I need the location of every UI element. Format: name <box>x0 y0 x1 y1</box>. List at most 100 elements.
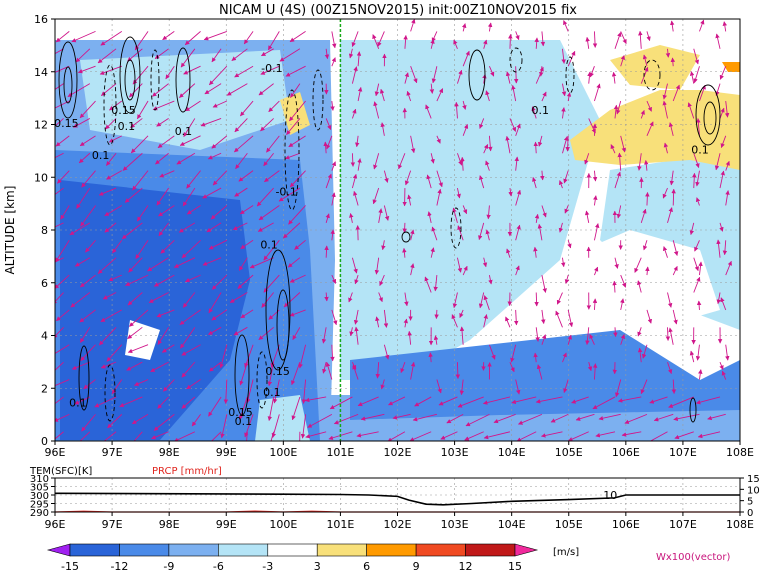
wind-vector <box>234 135 254 153</box>
wind-vector <box>290 361 301 386</box>
wind-vector <box>592 396 616 410</box>
wind-vector <box>719 66 727 80</box>
wind-vector <box>100 31 123 46</box>
wind-vector <box>613 104 619 119</box>
contour-positive <box>124 59 136 101</box>
wind-vector <box>406 90 412 102</box>
wind-vector <box>592 31 598 48</box>
wind-vector <box>511 84 517 102</box>
wind-vector <box>234 187 248 197</box>
contour-positive <box>703 101 717 135</box>
contour-label: 0.1 <box>175 125 193 138</box>
wind-vector <box>246 379 254 404</box>
wind-vector <box>689 350 695 363</box>
y-tick-label: 0 <box>41 435 48 448</box>
wind-vector <box>515 265 520 276</box>
wind-vector <box>321 327 327 344</box>
wind-vector <box>719 170 725 189</box>
wind-vector <box>157 327 169 345</box>
wind-vector <box>593 195 598 206</box>
wind-vector <box>403 318 408 328</box>
x-tick-label: 97E <box>102 446 123 459</box>
contour-positive <box>401 231 411 243</box>
wind-vector <box>322 362 327 374</box>
wind-vector <box>74 396 91 405</box>
wind-vector <box>541 275 547 293</box>
wind-vector <box>456 187 461 199</box>
surface-y-tick-label-left: 295 <box>30 500 49 511</box>
x-tick-label: 96E <box>45 446 66 459</box>
wind-vector <box>534 213 540 223</box>
wind-vector <box>487 22 493 32</box>
wind-vector <box>75 431 91 441</box>
wind-vector <box>433 275 438 292</box>
wind-vector <box>55 31 70 43</box>
wind-vector <box>258 83 274 96</box>
wind-vector <box>410 66 418 84</box>
wind-vector <box>183 118 196 137</box>
wind-vector <box>257 222 274 232</box>
wind-vector <box>508 33 513 49</box>
wind-vector <box>60 205 70 220</box>
wind-vector <box>662 100 668 119</box>
wind-vector <box>351 66 358 84</box>
wind-vector <box>414 396 432 407</box>
wind-vector <box>380 379 385 390</box>
wind-vector <box>325 173 332 189</box>
wind-vector <box>511 396 537 405</box>
wind-vector <box>240 239 254 250</box>
wind-vector <box>108 274 122 282</box>
wind-vector <box>208 396 222 417</box>
wind-vector <box>378 292 383 303</box>
wind-vector <box>698 261 703 276</box>
y-tick-label: 6 <box>41 277 48 290</box>
wind-vector <box>291 396 301 421</box>
wind-vector <box>662 187 668 199</box>
wind-vector <box>636 280 642 293</box>
contour-label: 0.1 <box>235 415 253 428</box>
wind-vector <box>562 136 569 154</box>
wind-vector <box>610 144 616 154</box>
wind-vector <box>483 314 488 328</box>
wind-vector <box>162 31 175 41</box>
wind-vector <box>301 379 307 404</box>
wind-vector <box>426 174 432 189</box>
wind-vector <box>127 48 143 62</box>
surface-annotation: 10 <box>603 489 617 502</box>
wind-vector <box>715 33 721 49</box>
wind-vector <box>223 379 229 404</box>
wind-vector <box>488 275 493 285</box>
wind-vector <box>260 65 280 75</box>
wind-vector <box>699 84 706 102</box>
wind-vector <box>672 265 678 276</box>
wind-vector <box>186 170 201 189</box>
wind-vector <box>488 66 495 77</box>
wind-vector <box>182 292 196 308</box>
wind-vector <box>430 247 435 258</box>
wind-vector <box>431 66 438 84</box>
y-tick-label: 14 <box>34 66 48 79</box>
surface-x-axis: 96E 97E 98E 99E 100E 101E 102E 103E 104E 105E 106E… <box>45 512 754 531</box>
wind-vector <box>509 361 515 373</box>
wind-vector <box>180 327 196 349</box>
wind-vector <box>537 223 543 241</box>
wind-vector <box>83 379 96 390</box>
wind-vector <box>292 327 301 340</box>
wind-vector <box>457 225 464 241</box>
y-axis-label: ALTITUDE [km] <box>3 186 17 275</box>
wind-vector <box>289 31 306 43</box>
wind-vector <box>104 205 123 217</box>
colorbar-label: 12 <box>459 560 473 573</box>
wind-vector <box>124 187 143 203</box>
wind-vector <box>533 352 538 363</box>
wind-vector <box>329 396 353 410</box>
wind-vector <box>211 135 228 149</box>
legend-tem: TEM(SFC)[K] <box>29 466 92 477</box>
wind-vector <box>620 334 625 345</box>
surface-y-tick-label-left: 305 <box>30 483 49 494</box>
wind-vector <box>533 141 538 154</box>
wind-vector <box>698 369 703 380</box>
wind-vector <box>173 431 196 441</box>
colorbar-swatch <box>415 543 466 557</box>
wind-vector <box>558 222 564 233</box>
